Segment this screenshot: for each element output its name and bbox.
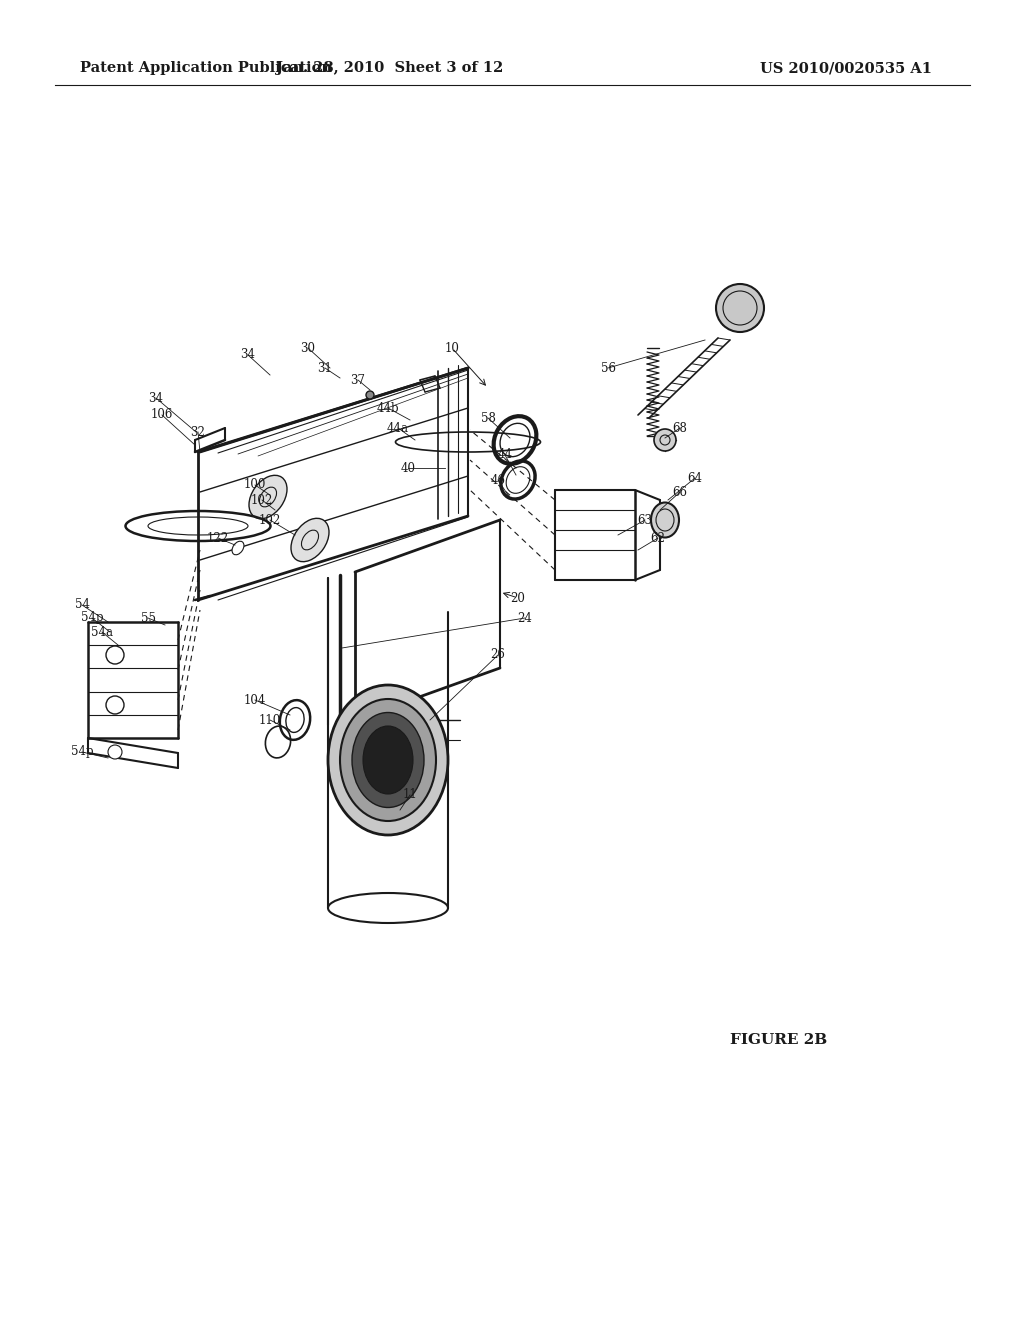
Ellipse shape xyxy=(108,744,122,759)
Text: 68: 68 xyxy=(673,421,687,434)
Text: Jan. 28, 2010  Sheet 3 of 12: Jan. 28, 2010 Sheet 3 of 12 xyxy=(276,61,504,75)
Text: 37: 37 xyxy=(350,374,366,387)
Text: 40: 40 xyxy=(400,462,416,474)
Text: 62: 62 xyxy=(650,532,666,544)
Ellipse shape xyxy=(232,541,244,554)
Text: 106: 106 xyxy=(151,408,173,421)
Text: 54p: 54p xyxy=(81,611,103,624)
Text: 34: 34 xyxy=(241,348,256,362)
Text: 20: 20 xyxy=(511,591,525,605)
Text: 44b: 44b xyxy=(377,401,399,414)
Text: 26: 26 xyxy=(490,648,506,661)
Text: 24: 24 xyxy=(517,611,532,624)
Ellipse shape xyxy=(106,696,124,714)
Ellipse shape xyxy=(291,519,329,562)
Text: 54p: 54p xyxy=(71,746,93,759)
Ellipse shape xyxy=(328,685,449,836)
Text: 46: 46 xyxy=(490,474,506,487)
Text: 31: 31 xyxy=(317,362,333,375)
Text: Patent Application Publication: Patent Application Publication xyxy=(80,61,332,75)
Text: 64: 64 xyxy=(687,471,702,484)
Text: 55: 55 xyxy=(140,611,156,624)
Ellipse shape xyxy=(716,284,764,333)
Text: 102: 102 xyxy=(251,494,273,507)
Text: 54: 54 xyxy=(75,598,89,611)
Text: 44a: 44a xyxy=(387,421,409,434)
Ellipse shape xyxy=(654,429,676,451)
Text: 11: 11 xyxy=(402,788,418,801)
Text: FIGURE 2B: FIGURE 2B xyxy=(730,1034,827,1047)
Text: 102: 102 xyxy=(259,513,282,527)
Text: 30: 30 xyxy=(300,342,315,355)
Ellipse shape xyxy=(352,713,424,808)
Ellipse shape xyxy=(249,475,287,519)
Text: 122: 122 xyxy=(207,532,229,544)
Text: 44: 44 xyxy=(498,449,512,462)
Text: US 2010/0020535 A1: US 2010/0020535 A1 xyxy=(760,61,932,75)
Text: 54a: 54a xyxy=(91,626,113,639)
Ellipse shape xyxy=(366,391,374,399)
Ellipse shape xyxy=(651,503,679,537)
Text: 66: 66 xyxy=(673,486,687,499)
Text: 34: 34 xyxy=(148,392,164,404)
Ellipse shape xyxy=(362,726,413,795)
Ellipse shape xyxy=(106,645,124,664)
Text: 110: 110 xyxy=(259,714,282,726)
Text: 63: 63 xyxy=(638,513,652,527)
Text: 58: 58 xyxy=(480,412,496,425)
Text: 10: 10 xyxy=(444,342,460,355)
Ellipse shape xyxy=(340,700,436,821)
Text: 56: 56 xyxy=(600,362,615,375)
Text: 100: 100 xyxy=(244,479,266,491)
Text: 104: 104 xyxy=(244,693,266,706)
Text: 32: 32 xyxy=(190,425,206,438)
